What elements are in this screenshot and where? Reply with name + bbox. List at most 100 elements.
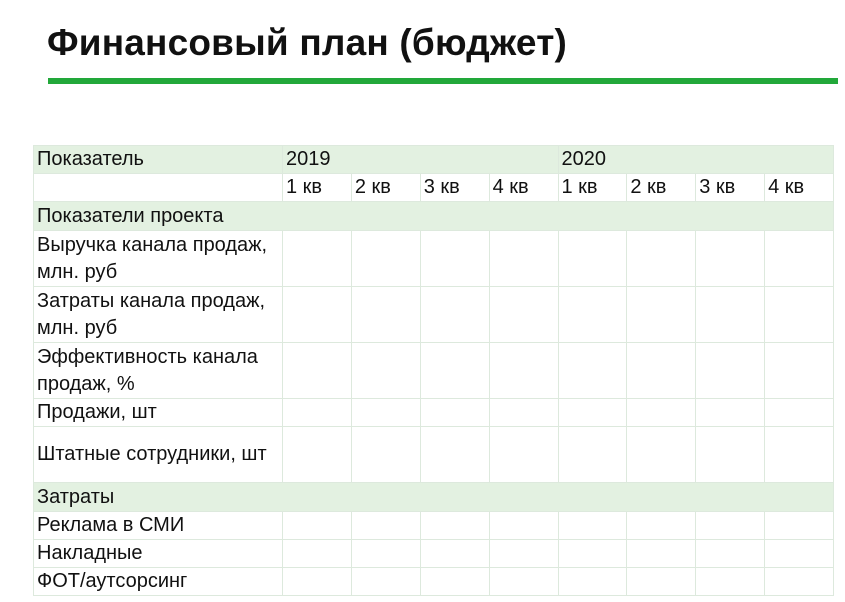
row-label: Накладные [33,539,283,568]
table-cell [695,342,766,399]
table-cell [350,342,421,399]
table-cell [695,286,766,343]
row-label: Продажи, шт [33,398,283,427]
table-cell [419,426,490,483]
section-title: Затраты [33,482,834,512]
table-cell [695,539,766,568]
table-cell [488,511,559,540]
table-cell [626,230,697,287]
table-cell [488,567,559,596]
budget-table: Показатель 2019 2020 1 кв 2 кв 3 кв 4 кв… [33,145,834,596]
quarter-header: 4 кв [488,173,559,202]
table-cell [626,567,697,596]
section-row: Затраты [33,482,834,512]
row-label: Штатные сотрудники, шт [33,426,283,483]
quarter-header: 3 кв [695,173,766,202]
table-cell [764,539,834,568]
table-cell [350,511,421,540]
table-cell [488,539,559,568]
table-cell [695,426,766,483]
table-cell [282,286,352,343]
table-cell [626,539,697,568]
table-row: Продажи, шт [33,398,834,427]
table-cell [626,342,697,399]
table-cell [557,286,628,343]
row-label: Реклама в СМИ [33,511,283,540]
quarter-header: 2 кв [350,173,421,202]
table-cell [557,398,628,427]
row-label: ФОТ/аутсорсинг [33,567,283,596]
indicator-column-header: Показатель [33,145,283,174]
table-cell [282,230,352,287]
table-row: Выручка канала продаж, млн. руб [33,230,834,287]
table-cell [419,230,490,287]
table-cell [488,342,559,399]
table-row: Реклама в СМИ [33,511,834,540]
table-cell [695,398,766,427]
table-cell [419,398,490,427]
table-cell [350,426,421,483]
quarter-header: 1 кв [557,173,628,202]
quarter-header-row: 1 кв 2 кв 3 кв 4 кв 1 кв 2 кв 3 кв 4 кв [33,173,834,202]
table-cell [282,539,352,568]
table-cell [764,398,834,427]
table-row: Накладные [33,539,834,568]
table-cell [488,230,559,287]
quarter-header: 3 кв [419,173,490,202]
section-row: Показатели проекта [33,201,834,231]
table-cell [695,230,766,287]
table-cell [419,286,490,343]
table-row: Затраты канала продаж, млн. руб [33,286,834,343]
table-cell [282,426,352,483]
year-header-row: Показатель 2019 2020 [33,145,834,174]
table-cell [350,567,421,596]
table-cell [282,398,352,427]
slide-title: Финансовый план (бюджет) [47,22,568,63]
year-header: 2019 [282,145,559,174]
year-header: 2020 [557,145,834,174]
table-cell [350,286,421,343]
table-cell [282,567,352,596]
table-cell [626,398,697,427]
table-cell [557,539,628,568]
table-cell [419,567,490,596]
table-cell [557,567,628,596]
table-cell [419,342,490,399]
table-cell [626,286,697,343]
table-cell [488,286,559,343]
table-cell [626,511,697,540]
table-cell [419,511,490,540]
table-cell [557,342,628,399]
section-title: Показатели проекта [33,201,834,231]
quarter-header-spacer [33,173,283,202]
table-cell [419,539,490,568]
table-row: ФОТ/аутсорсинг [33,567,834,596]
row-label: Затраты канала продаж, млн. руб [33,286,283,343]
table-cell [764,286,834,343]
table-cell [488,426,559,483]
table-cell [557,511,628,540]
table-cell [764,567,834,596]
title-underline [48,78,838,84]
table-row: Эффективность канала продаж, % [33,342,834,399]
table-cell [282,511,352,540]
table-cell [695,567,766,596]
table-cell [557,426,628,483]
quarter-header: 2 кв [626,173,697,202]
table-cell [764,426,834,483]
table-cell [764,342,834,399]
row-label: Выручка канала продаж, млн. руб [33,230,283,287]
table-cell [764,230,834,287]
table-cell [557,230,628,287]
table-cell [350,539,421,568]
table-cell [350,398,421,427]
table-row: Штатные сотрудники, шт [33,426,834,483]
table-cell [350,230,421,287]
quarter-header: 1 кв [282,173,352,202]
table-cell [764,511,834,540]
table-cell [282,342,352,399]
table-cell [488,398,559,427]
row-label: Эффективность канала продаж, % [33,342,283,399]
table-cell [695,511,766,540]
quarter-header: 4 кв [764,173,834,202]
